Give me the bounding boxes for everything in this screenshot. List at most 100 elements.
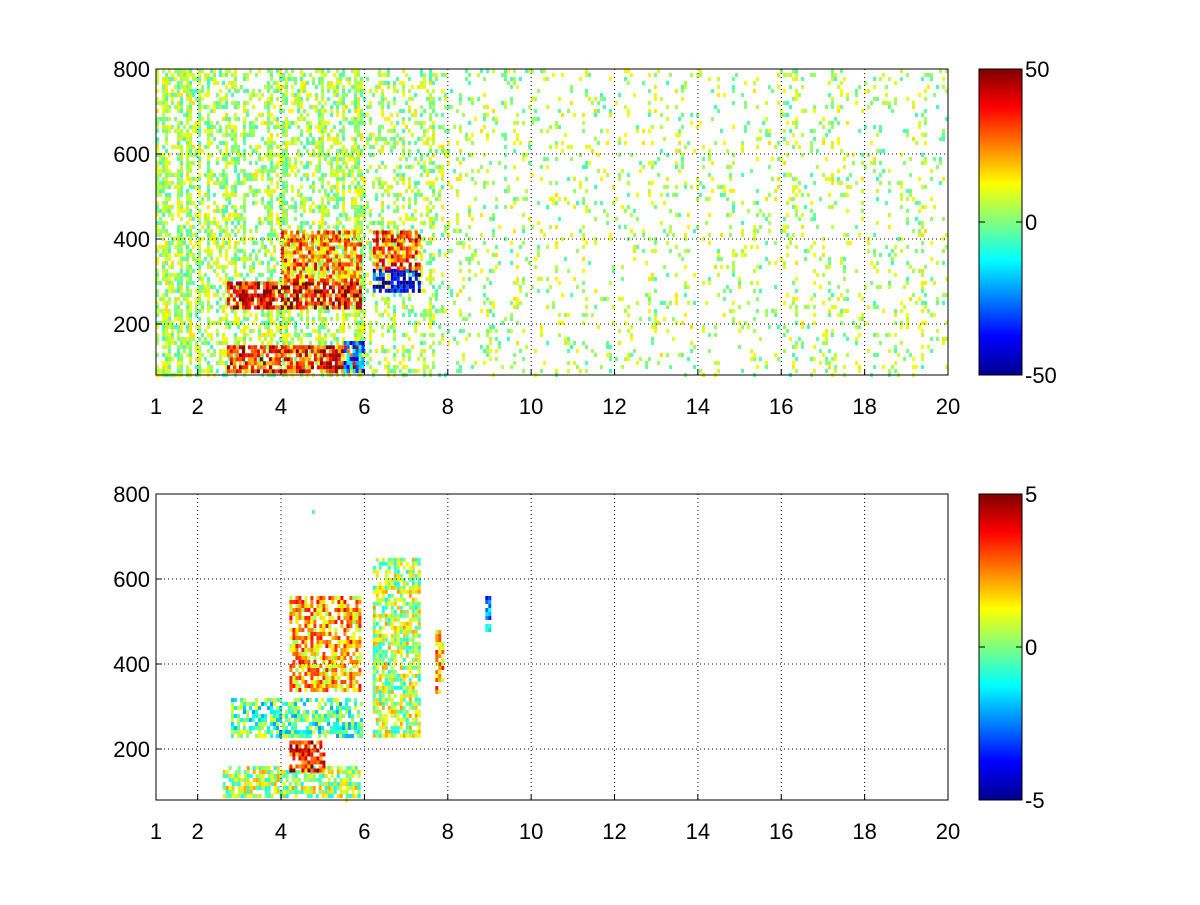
heatmap-cell xyxy=(834,77,837,81)
heatmap-cell xyxy=(435,73,438,77)
heatmap-cell xyxy=(174,145,177,149)
heatmap-cell xyxy=(456,177,459,181)
heatmap-cell xyxy=(276,217,279,221)
heatmap-cell xyxy=(876,149,879,153)
heatmap-cell xyxy=(186,205,189,209)
heatmap-cell xyxy=(189,201,192,205)
heatmap-cell xyxy=(702,145,705,149)
heatmap-cell xyxy=(342,185,345,189)
heatmap-cell xyxy=(342,177,345,181)
heatmap-cell xyxy=(165,169,168,173)
heatmap-cell xyxy=(783,173,786,177)
heatmap-cell xyxy=(210,233,213,237)
heatmap-cell xyxy=(846,177,849,181)
heatmap-cell xyxy=(903,285,906,289)
heatmap-cell xyxy=(414,325,417,329)
heatmap-cell xyxy=(198,237,201,241)
heatmap-cell xyxy=(198,369,201,373)
heatmap-cell xyxy=(813,105,816,109)
heatmap-cell xyxy=(186,245,189,249)
heatmap-cell xyxy=(228,213,231,217)
heatmap-cell xyxy=(156,69,159,73)
heatmap-cell xyxy=(585,145,588,149)
heatmap-cell xyxy=(300,77,303,81)
heatmap-cell xyxy=(315,165,318,169)
heatmap-cell xyxy=(609,369,612,373)
heatmap-cell xyxy=(366,201,369,205)
heatmap-cell xyxy=(156,125,159,129)
heatmap-cell xyxy=(942,77,945,81)
heatmap-cell xyxy=(234,321,237,325)
heatmap-cell xyxy=(438,165,441,169)
heatmap-cell xyxy=(231,261,234,265)
heatmap-cell xyxy=(366,289,369,293)
heatmap-cell xyxy=(639,161,642,165)
heatmap-cell xyxy=(771,89,774,93)
heatmap-cell xyxy=(546,157,549,161)
heatmap-cell xyxy=(516,265,519,269)
heatmap-cell xyxy=(225,133,228,137)
heatmap-cell xyxy=(570,89,573,93)
heatmap-cell xyxy=(831,333,834,337)
heatmap-cell xyxy=(285,157,288,161)
heatmap-cell xyxy=(792,297,795,301)
heatmap-cell xyxy=(168,365,171,369)
heatmap-cell xyxy=(237,325,240,329)
heatmap-cell xyxy=(324,109,327,113)
heatmap-cell xyxy=(636,245,639,249)
heatmap-cell xyxy=(318,141,321,145)
heatmap-cell xyxy=(270,113,273,117)
heatmap-cell xyxy=(261,113,264,117)
heatmap-cell xyxy=(615,101,618,105)
heatmap-cell xyxy=(555,277,558,281)
heatmap-cell xyxy=(402,177,405,181)
heatmap-cell xyxy=(270,253,273,257)
heatmap-cell xyxy=(321,177,324,181)
heatmap-cell xyxy=(180,85,183,89)
heatmap-cell xyxy=(375,305,378,309)
heatmap-cell xyxy=(345,161,348,165)
heatmap-cell xyxy=(354,309,357,313)
heatmap-cell xyxy=(177,197,180,201)
heatmap-cell xyxy=(423,289,426,293)
heatmap-cell xyxy=(168,125,171,129)
heatmap-cell xyxy=(336,85,339,89)
heatmap-cell xyxy=(528,217,531,221)
heatmap-cell xyxy=(360,113,363,117)
heatmap-cell xyxy=(885,333,888,337)
heatmap-cell xyxy=(423,109,426,113)
heatmap-cell xyxy=(276,237,279,241)
heatmap-cell xyxy=(888,225,891,229)
heatmap-cell xyxy=(423,357,426,361)
heatmap-cell xyxy=(681,165,684,169)
heatmap-cell xyxy=(156,233,159,237)
heatmap-cell xyxy=(870,141,873,145)
heatmap-cell xyxy=(189,325,192,329)
heatmap-cell xyxy=(381,253,384,257)
heatmap-cell xyxy=(255,161,258,165)
heatmap-cell xyxy=(195,341,198,345)
heatmap-cell xyxy=(507,329,510,333)
heatmap-cell xyxy=(249,69,252,73)
heatmap-cell xyxy=(321,89,324,93)
heatmap-cell xyxy=(246,89,249,93)
heatmap-cell xyxy=(375,137,378,141)
heatmap-cell xyxy=(909,353,912,357)
heatmap-cell xyxy=(210,153,213,157)
heatmap-cell xyxy=(828,177,831,181)
heatmap-cell xyxy=(360,117,363,121)
heatmap-cell xyxy=(789,85,792,89)
heatmap-cell xyxy=(429,261,432,265)
heatmap-cell xyxy=(270,341,273,345)
heatmap-cell xyxy=(342,101,345,105)
heatmap-cell xyxy=(186,129,189,133)
heatmap-cell xyxy=(258,217,261,221)
heatmap-cell xyxy=(267,97,270,101)
heatmap-cell xyxy=(594,237,597,241)
heatmap-cell xyxy=(540,69,543,73)
heatmap-cell xyxy=(351,69,354,73)
heatmap-cell xyxy=(408,165,411,169)
heatmap-cell xyxy=(198,257,201,261)
heatmap-cell xyxy=(270,181,273,185)
heatmap-cell xyxy=(294,173,297,177)
